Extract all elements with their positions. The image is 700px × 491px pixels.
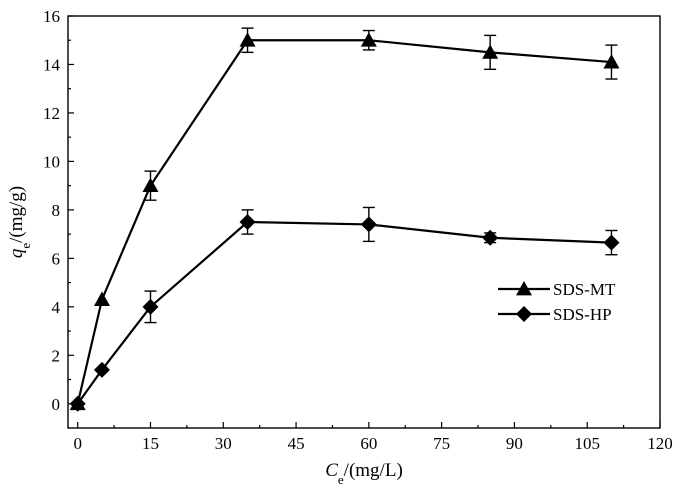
data-point (360, 32, 377, 47)
x-tick-label: 75 (433, 434, 450, 453)
plot-frame (67, 15, 661, 429)
data-point (482, 44, 499, 59)
data-point (142, 177, 159, 193)
series-line (76, 39, 612, 405)
series-sds-mt (69, 27, 620, 411)
series-layer (69, 27, 620, 412)
x-tick-label: 120 (647, 434, 673, 453)
data-point (239, 214, 256, 230)
y-tick-label: 8 (52, 201, 61, 220)
x-tick-label: 15 (142, 434, 159, 453)
x-axis-ticks: 0 15 30 45 60 75 90 105 120 (73, 422, 673, 453)
y-axis-ticks: 0 2 4 6 8 10 12 14 16 (43, 7, 74, 414)
x-axis-label: Ce/(mg/L) (325, 460, 403, 487)
data-point (482, 229, 499, 246)
y-tick-label: 4 (52, 298, 61, 317)
x-tick-label: 90 (506, 434, 523, 453)
x-tick-label: 60 (360, 434, 377, 453)
legend-marker-diamond (516, 306, 532, 322)
x-tick-label: 30 (215, 434, 232, 453)
data-point (360, 216, 377, 233)
data-point (603, 234, 620, 251)
data-point (93, 361, 110, 378)
y-tick-label: 6 (52, 249, 61, 268)
y-tick-label: 10 (43, 152, 60, 171)
legend-entry-sds-mt: SDS-MT (498, 280, 616, 299)
data-point (142, 298, 159, 315)
data-point (93, 291, 110, 306)
data-point (69, 395, 86, 412)
y-tick-label: 12 (43, 104, 60, 123)
x-tick-label: 105 (574, 434, 600, 453)
legend-entry-sds-hp: SDS-HP (498, 305, 612, 324)
legend-marker-triangle (516, 281, 532, 296)
plot-area (67, 15, 661, 429)
legend-label-sds-mt: SDS-MT (553, 280, 616, 299)
series-line (76, 220, 612, 405)
x-tick-label: 0 (73, 434, 82, 453)
series-sds-hp (69, 206, 620, 412)
data-point (603, 54, 620, 69)
legend: SDS-MT SDS-HP (498, 280, 616, 324)
y-axis-label: qe/(mg/g) (6, 186, 33, 258)
y-tick-label: 0 (52, 395, 61, 414)
y-tick-label: 2 (52, 346, 61, 365)
legend-label-sds-hp: SDS-HP (553, 305, 612, 324)
y-tick-label: 14 (43, 55, 61, 74)
y-tick-label: 16 (43, 7, 60, 26)
data-point (239, 32, 256, 47)
x-tick-label: 45 (288, 434, 305, 453)
